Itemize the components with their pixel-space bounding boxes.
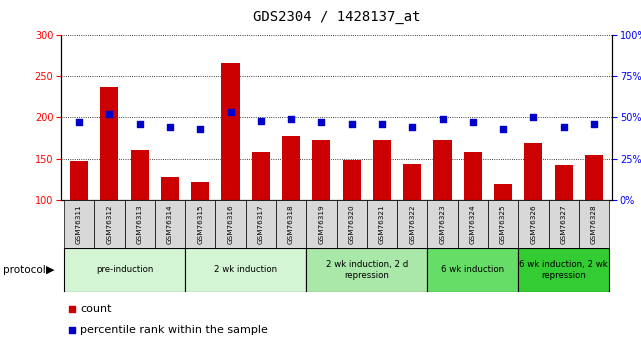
- Point: [135, 121, 145, 127]
- Bar: [554, 165, 573, 200]
- Text: GSM76324: GSM76324: [470, 205, 476, 244]
- Point: [437, 116, 447, 122]
- Bar: [131, 150, 149, 200]
- Text: GSM76319: GSM76319: [319, 205, 324, 244]
- Text: GSM76311: GSM76311: [76, 205, 82, 244]
- Text: 2 wk induction: 2 wk induction: [214, 265, 277, 275]
- Text: GSM76327: GSM76327: [561, 205, 567, 244]
- Bar: [428, 248, 519, 292]
- Bar: [221, 63, 240, 200]
- Text: GSM76322: GSM76322: [409, 205, 415, 244]
- Bar: [185, 248, 306, 292]
- Text: GSM76314: GSM76314: [167, 205, 173, 244]
- Bar: [519, 200, 549, 248]
- Bar: [585, 155, 603, 200]
- Bar: [524, 143, 542, 200]
- Text: GSM76317: GSM76317: [258, 205, 264, 244]
- Text: GSM76323: GSM76323: [440, 205, 445, 244]
- Bar: [64, 248, 185, 292]
- Bar: [282, 136, 300, 200]
- Text: GSM76318: GSM76318: [288, 205, 294, 244]
- Bar: [70, 161, 88, 200]
- Text: GDS2304 / 1428137_at: GDS2304 / 1428137_at: [253, 10, 420, 24]
- Text: GSM76321: GSM76321: [379, 205, 385, 244]
- Bar: [64, 200, 94, 248]
- Text: percentile rank within the sample: percentile rank within the sample: [80, 325, 268, 335]
- Text: 6 wk induction: 6 wk induction: [441, 265, 504, 275]
- Point: [67, 327, 77, 333]
- Bar: [373, 140, 391, 200]
- Point: [316, 119, 326, 125]
- Point: [256, 118, 266, 124]
- Point: [286, 116, 296, 122]
- Point: [468, 119, 478, 125]
- Text: count: count: [80, 304, 112, 314]
- Bar: [276, 200, 306, 248]
- Bar: [337, 200, 367, 248]
- Point: [226, 110, 236, 115]
- Text: 2 wk induction, 2 d
repression: 2 wk induction, 2 d repression: [326, 260, 408, 280]
- Bar: [403, 165, 421, 200]
- Bar: [579, 200, 609, 248]
- Bar: [367, 200, 397, 248]
- Point: [104, 111, 115, 117]
- Text: GSM76320: GSM76320: [349, 205, 354, 244]
- Point: [589, 121, 599, 127]
- Point: [67, 306, 77, 312]
- Point: [165, 125, 175, 130]
- Point: [558, 125, 569, 130]
- Text: GSM76313: GSM76313: [137, 205, 143, 244]
- Point: [498, 126, 508, 132]
- Bar: [397, 200, 428, 248]
- Bar: [191, 182, 210, 200]
- Bar: [215, 200, 246, 248]
- Text: GSM76328: GSM76328: [591, 205, 597, 244]
- Text: GSM76312: GSM76312: [106, 205, 112, 244]
- Bar: [306, 248, 428, 292]
- Point: [528, 115, 538, 120]
- Bar: [161, 177, 179, 200]
- Text: protocol: protocol: [3, 265, 46, 275]
- Point: [347, 121, 357, 127]
- Point: [407, 125, 417, 130]
- Bar: [94, 200, 124, 248]
- Bar: [463, 152, 482, 200]
- Text: 6 wk induction, 2 wk
repression: 6 wk induction, 2 wk repression: [519, 260, 608, 280]
- Text: GSM76315: GSM76315: [197, 205, 203, 244]
- Bar: [312, 140, 331, 200]
- Bar: [252, 152, 270, 200]
- Text: GSM76326: GSM76326: [530, 205, 537, 244]
- Bar: [428, 200, 458, 248]
- Text: GSM76325: GSM76325: [500, 205, 506, 244]
- Text: ▶: ▶: [46, 265, 54, 275]
- Bar: [458, 200, 488, 248]
- Bar: [154, 200, 185, 248]
- Point: [74, 119, 84, 125]
- Point: [195, 126, 205, 132]
- Bar: [100, 88, 119, 200]
- Bar: [342, 160, 361, 200]
- Text: GSM76316: GSM76316: [228, 205, 233, 244]
- Bar: [185, 200, 215, 248]
- Point: [377, 121, 387, 127]
- Bar: [306, 200, 337, 248]
- Bar: [488, 200, 519, 248]
- Bar: [494, 184, 512, 200]
- Bar: [433, 140, 452, 200]
- Bar: [519, 248, 609, 292]
- Bar: [124, 200, 154, 248]
- Bar: [246, 200, 276, 248]
- Text: pre-induction: pre-induction: [96, 265, 153, 275]
- Bar: [549, 200, 579, 248]
